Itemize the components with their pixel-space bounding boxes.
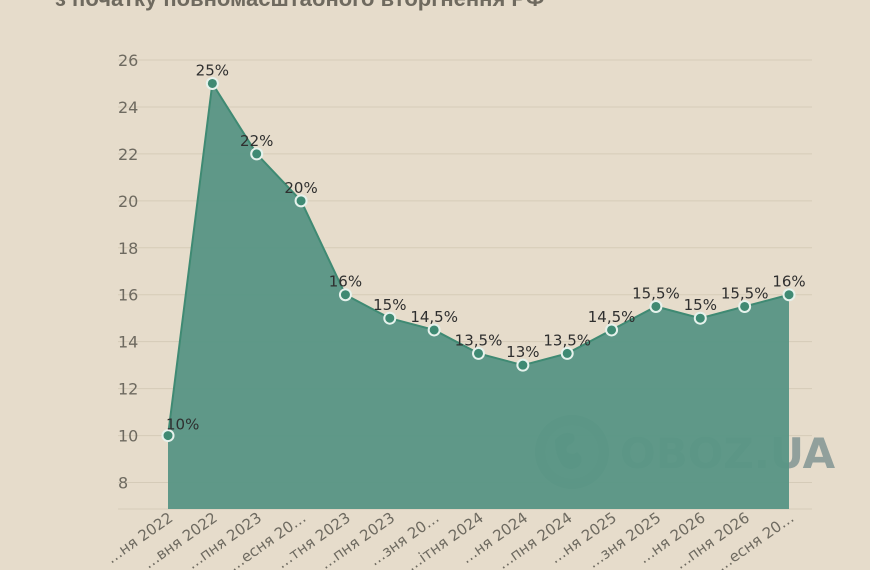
y-axis: 8 10 12 14 16 18 20 22 24 26 — [118, 51, 138, 493]
data-point — [161, 429, 175, 443]
data-point — [605, 323, 619, 337]
data-point — [649, 299, 663, 313]
data-label: 14,5% — [410, 308, 458, 326]
data-point — [738, 299, 752, 313]
data-label: 15% — [373, 296, 406, 314]
chart-title: з початку повномасштабного вторгнення РФ — [55, 0, 545, 12]
data-label: 10% — [166, 416, 199, 434]
y-tick-label: 8 — [118, 474, 128, 493]
y-tick-label: 24 — [118, 98, 138, 117]
data-point — [294, 194, 308, 208]
data-label: 15,5% — [721, 284, 769, 302]
data-label: 13,5% — [543, 331, 591, 349]
data-point — [693, 311, 707, 325]
data-point — [427, 323, 441, 337]
data-point — [383, 311, 397, 325]
data-label: 16% — [329, 273, 362, 291]
data-point — [205, 76, 219, 90]
data-label: 25% — [196, 61, 229, 79]
y-tick-label: 16 — [118, 286, 138, 305]
area-fill — [168, 83, 789, 509]
y-tick-label: 14 — [118, 333, 138, 352]
data-label: 13,5% — [455, 331, 503, 349]
data-points — [161, 76, 796, 443]
y-tick-label: 26 — [118, 51, 138, 70]
data-labels: 10%25%22%20%16%15%14,5%13,5%13%13,5%14,5… — [166, 61, 806, 433]
y-tick-label: 22 — [118, 145, 138, 164]
y-tick-label: 18 — [118, 239, 138, 258]
y-tick-label: 12 — [118, 380, 138, 399]
data-label: 15,5% — [632, 284, 680, 302]
y-tick-label: 10 — [118, 427, 138, 446]
data-point — [516, 358, 530, 372]
data-label: 13% — [506, 343, 539, 361]
data-point — [472, 346, 485, 360]
y-tick-label: 20 — [118, 192, 138, 211]
data-label: 22% — [240, 132, 273, 150]
data-label: 16% — [772, 273, 805, 291]
data-label: 20% — [284, 179, 317, 197]
data-point — [250, 147, 264, 161]
data-point — [782, 288, 796, 302]
data-label: 15% — [684, 296, 717, 314]
data-point — [560, 346, 574, 360]
data-point — [338, 288, 352, 302]
data-label: 14,5% — [588, 308, 636, 326]
x-axis: …ня 2022…вня 2022…пня 2023…есня 20……тня … — [103, 509, 797, 570]
